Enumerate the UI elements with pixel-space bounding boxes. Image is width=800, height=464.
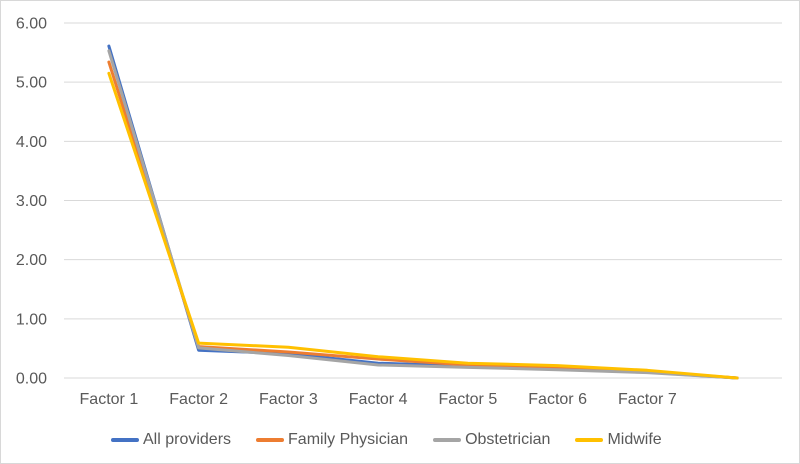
chart-legend: All providers Family Physician Obstetricia… <box>111 430 662 450</box>
legend-item-family-physician: Family Physician <box>256 431 408 449</box>
x-axis-tick-label: Factor 3 <box>259 391 318 408</box>
y-axis-tick-label: 2.00 <box>16 252 47 269</box>
legend-line-marker <box>111 438 139 442</box>
y-axis-tick-label: 1.00 <box>16 311 47 328</box>
series-line-midwife <box>107 71 739 380</box>
legend-line-marker <box>256 438 285 442</box>
legend-label: Family Physician <box>288 431 409 448</box>
x-axis-tick-label: Factor 1 <box>80 391 139 408</box>
x-axis-tick-label: Factor 4 <box>349 391 408 408</box>
x-axis-tick-label: Factor 7 <box>618 391 677 408</box>
legend-item-all-providers: All providers <box>111 431 231 449</box>
y-axis-tick-label: 0.00 <box>16 371 47 388</box>
series-line-obstetrician <box>107 49 739 380</box>
y-axis-tick-label: 4.00 <box>16 134 47 151</box>
legend-line-marker <box>575 438 604 442</box>
y-axis-tick-label: 6.00 <box>16 16 47 33</box>
series-line-family-physician <box>107 60 739 380</box>
x-axis-tick-label: Factor 5 <box>439 391 498 408</box>
legend-label: All providers <box>143 431 232 448</box>
legend-line-marker <box>433 438 462 442</box>
x-axis-tick-label: Factor 6 <box>528 391 587 408</box>
legend-item-obstetrician: Obstetrician <box>433 431 550 449</box>
x-axis-tick-label: Factor 2 <box>169 391 228 408</box>
y-axis-tick-label: 3.00 <box>16 193 47 210</box>
legend-label: Midwife <box>607 431 662 448</box>
y-axis-tick-label: 5.00 <box>16 75 47 92</box>
legend-item-midwife: Midwife <box>575 431 662 449</box>
legend-label: Obstetrician <box>465 431 551 448</box>
series-line-all-providers <box>107 44 739 380</box>
